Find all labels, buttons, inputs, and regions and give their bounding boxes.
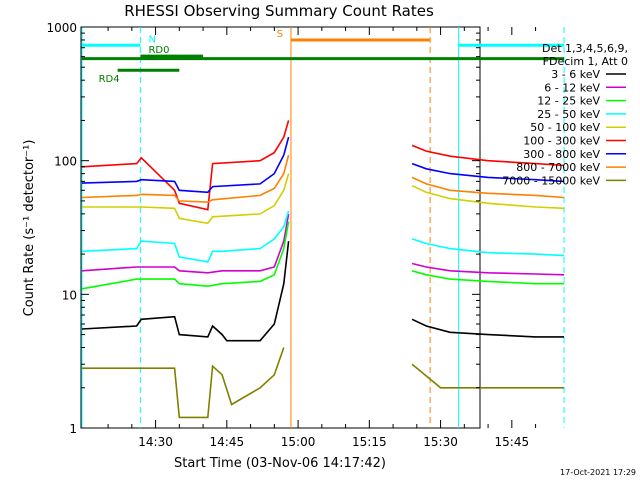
series-7-segment-1 [411, 176, 565, 199]
legend-label-6: 300 - 800 keV [523, 148, 600, 161]
legend-label-8: 7000 - 15000 keV [502, 174, 600, 187]
y-tick-label-2: 100 [54, 155, 77, 169]
y-tick-label-1: 10 [62, 288, 77, 302]
axes-ticks: 14:30 14:45 15:00 15:15 15:30 15:45 1 10 100 1000 [46, 21, 537, 449]
y-tick-label-0: 1 [69, 422, 77, 436]
x-tick-label-2: 15:00 [281, 435, 316, 449]
series-8-segment-0 [82, 347, 285, 419]
y-axis-label: Count Rate (s⁻¹ detector⁻¹) [22, 140, 37, 317]
y-tick-label-3: 1000 [46, 21, 77, 35]
series-lines [81, 120, 565, 419]
legend-label-3: 25 - 50 keV [537, 108, 600, 121]
series-0-segment-0 [81, 241, 290, 342]
flag-label-4: S [277, 29, 283, 40]
legend-header-line-1: Det 1,3,4,5,6,9, [542, 42, 628, 55]
series-5-segment-0 [81, 120, 290, 211]
legend-label-1: 6 - 12 keV [544, 81, 600, 94]
flag-label-1: RD0 [148, 45, 169, 56]
x-axis-label: Start Time (03-Nov-06 14:17:42) [174, 456, 386, 471]
series-1-segment-1 [411, 262, 565, 276]
legend-label-5: 100 - 300 keV [523, 135, 600, 148]
mode-transition-lines [81, 27, 565, 428]
legend-label-4: 50 - 100 keV [530, 121, 600, 134]
date-stamp: 17-Oct-2021 17:29 [560, 468, 636, 477]
series-6-segment-1 [411, 162, 565, 183]
series-2-segment-0 [81, 221, 290, 290]
legend: Det 1,3,4,5,6,9, FDecim 1, Att 0 3 - 6 k… [502, 42, 628, 187]
plot-frame [80, 26, 481, 429]
x-tick-label-5: 15:45 [495, 435, 530, 449]
legend-label-0: 3 - 6 keV [551, 68, 600, 81]
series-8-segment-1 [411, 363, 565, 389]
series-3-segment-0 [81, 210, 290, 263]
series-7-segment-0 [81, 154, 290, 203]
series-6-segment-0 [81, 136, 290, 194]
flag-label-2: RD4 [99, 74, 120, 85]
series-2-segment-1 [411, 270, 565, 285]
x-tick-label-3: 15:15 [352, 435, 387, 449]
x-tick-label-0: 14:30 [138, 435, 173, 449]
legend-label-7: 800 - 7000 keV [516, 161, 600, 174]
legend-header-line-2: FDecim 1, Att 0 [543, 55, 628, 68]
legend-label-2: 12 - 25 keV [537, 95, 600, 108]
series-1-segment-0 [81, 213, 290, 274]
chart-title: RHESSI Observing Summary Count Rates [124, 2, 434, 20]
flag-label-0: N [148, 34, 155, 45]
series-5-segment-1 [411, 144, 565, 167]
series-4-segment-0 [82, 173, 290, 225]
series-0-segment-1 [411, 318, 565, 338]
series-4-segment-1 [411, 184, 565, 210]
x-tick-label-1: 14:45 [210, 435, 245, 449]
series-3-segment-1 [411, 238, 565, 257]
x-tick-label-4: 15:30 [423, 435, 458, 449]
